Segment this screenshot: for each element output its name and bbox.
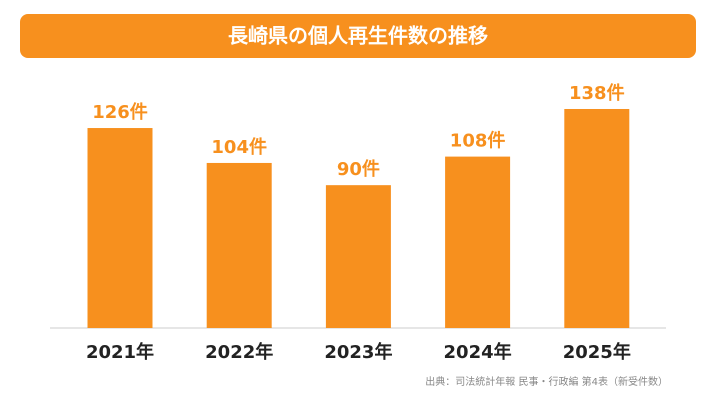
x-tick-label: 2022年 <box>205 341 273 363</box>
source-note: 出典：司法統計年報 民事・行政編 第4表（新受件数） <box>425 375 668 388</box>
bar <box>206 162 272 328</box>
value-label: 90件 <box>337 158 380 180</box>
bar <box>325 185 391 328</box>
bar <box>564 108 630 328</box>
x-tick-label: 2021年 <box>86 341 154 363</box>
x-tick-label: 2025年 <box>563 341 631 363</box>
bar <box>87 128 153 328</box>
chart-title: 長崎県の個人再生件数の推移 <box>228 24 488 48</box>
value-label: 138件 <box>569 82 625 104</box>
x-tick-label: 2024年 <box>444 341 512 363</box>
value-label: 108件 <box>450 130 506 152</box>
value-label: 126件 <box>92 101 148 123</box>
value-label: 104件 <box>211 136 267 158</box>
title-banner <box>20 14 696 58</box>
bar <box>445 156 511 328</box>
x-tick-label: 2023年 <box>324 341 392 363</box>
